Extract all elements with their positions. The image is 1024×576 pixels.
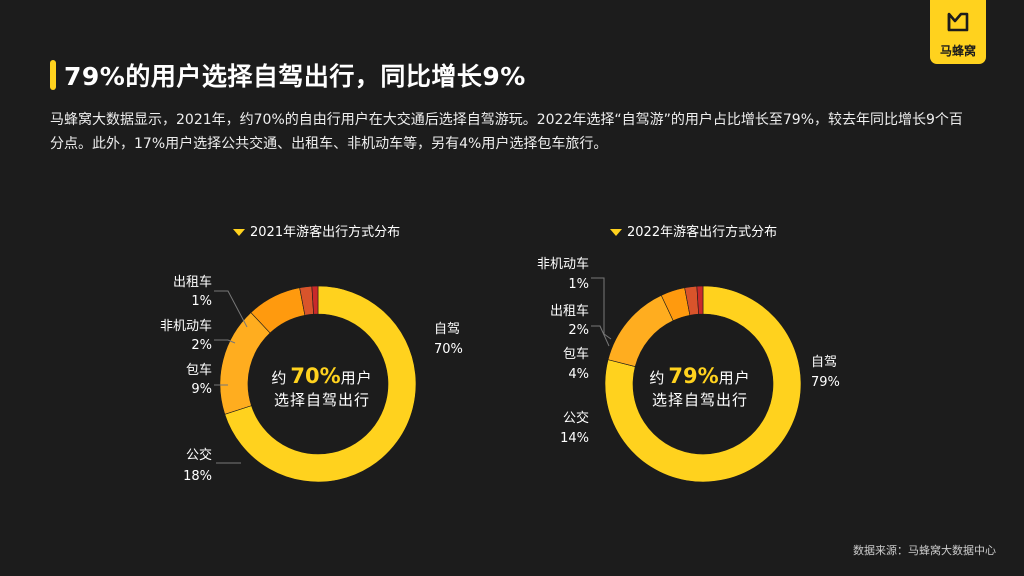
chart-2021-label-charter: 包车 [186,362,212,378]
chart-2021-value-transit: 18% [183,469,212,484]
chart-2022-leader-lines [591,277,612,347]
page-title: 79%的用户选择自驾出行，同比增长9% [64,62,526,91]
title-accent-bar [50,60,56,90]
chart-2022-value-transit: 14% [560,431,589,446]
chart-2022-label-transit: 公交 [563,410,589,426]
chart-2022-center-value: 79% [668,364,718,388]
chart-2021-title-marker-icon [233,229,245,236]
chart-2021-label-transit: 公交 [186,447,212,463]
chart-2021-leader-lines [214,290,248,464]
chart-2022-value-taxi: 2% [568,323,589,338]
chart-2021-center-line1: 约 70%用户 [271,364,372,388]
chart-2022-label-charter: 包车 [563,346,589,362]
chart-2021-value-self-drive: 70% [434,342,463,357]
chart-2021-center-suffix: 用户 [341,369,373,387]
chart-2021-slice-1 [219,312,271,415]
chart-2022-title: 2022年游客出行方式分布 [627,224,777,240]
mafengwo-m-logo-icon [947,12,969,32]
chart-2021-label-self-drive: 自驾 [434,322,460,337]
chart-2022-value-non-motor: 1% [568,277,589,292]
chart-2021-slice-4 [311,285,319,315]
chart-2022-label-taxi: 出租车 [550,303,589,319]
chart-2021-value-non-motor: 2% [191,338,212,353]
chart-2021-label-non-motor: 非机动车 [160,318,212,334]
brand-logo: 马蜂窝 [930,0,986,64]
chart-2022-slice-4 [696,285,704,315]
chart-2021-label-taxi: 出租车 [173,274,212,290]
chart-2022-center-prefix: 约 [649,369,665,387]
chart-2021-value-charter: 9% [191,382,212,397]
chart-2022-center-suffix: 用户 [719,369,751,387]
chart-2022-slice-0 [604,285,802,483]
chart-2021-center-value: 70% [290,364,340,388]
chart-2022-center-line2: 选择自驾出行 [652,391,748,409]
chart-2022-label-non-motor: 非机动车 [537,256,589,272]
chart-2022-center-line1: 约 79%用户 [649,364,750,388]
chart-2021-title: 2021年游客出行方式分布 [250,224,400,240]
chart-2021-value-taxi: 1% [191,294,212,309]
logo-text: 马蜂窝 [939,44,976,58]
chart-2021: 2021年游客出行方式分布 自驾 70% 公交 18% 包车 9% 非机动车 2… [160,224,463,484]
chart-2021-center-line2: 选择自驾出行 [274,391,370,409]
chart-2022-slices [604,285,802,483]
data-source-note: 数据来源：马蜂窝大数据中心 [853,544,996,557]
description-paragraph: 马蜂窝大数据显示，2021年，约70%的自由行用户在大交通后选择自驾游玩。202… [50,112,963,152]
chart-2021-slices [219,285,417,483]
chart-2022-value-charter: 4% [568,367,589,382]
chart-2022-label-self-drive: 自驾 [811,355,837,370]
chart-2021-slice-0 [224,285,417,483]
chart-2022-value-self-drive: 79% [811,375,840,390]
chart-2022-slice-1 [607,294,674,367]
chart-2022-title-marker-icon [610,229,622,236]
chart-2022: 2022年游客出行方式分布 自驾 79% 公交 14% 包车 4% 出租车 2%… [537,224,840,483]
chart-2021-center-prefix: 约 [271,369,287,387]
